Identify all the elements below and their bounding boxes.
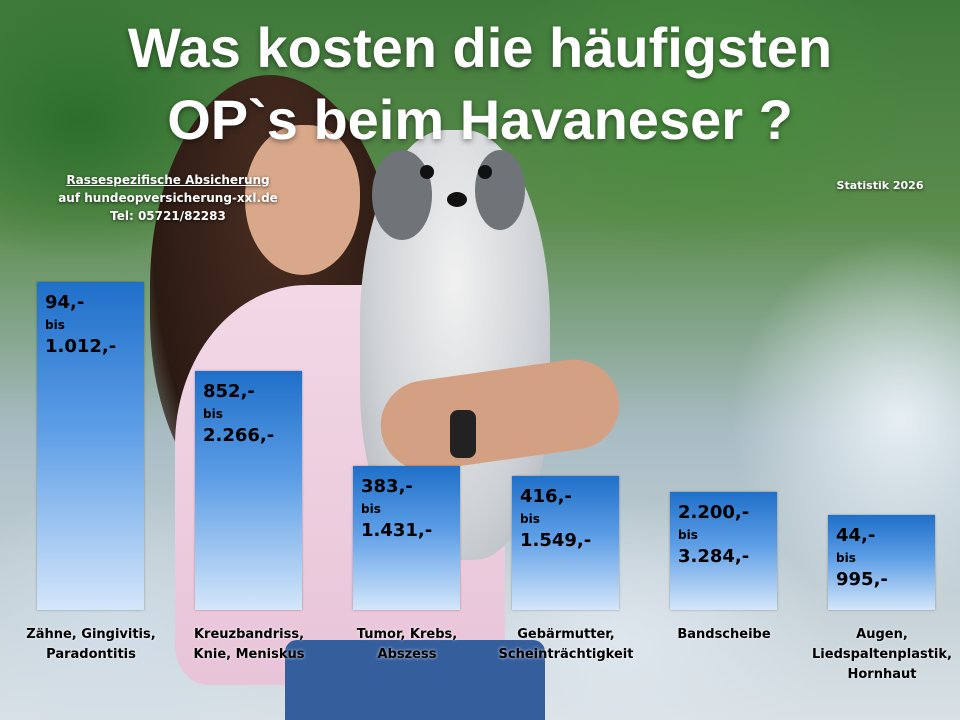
bar-min-value: 2.200,- [678,502,750,523]
bar-max-value: 1.549,- [520,530,592,551]
bar-max-value: 3.284,- [678,546,750,567]
woman-jeans [285,640,545,720]
bar-max-value: 1.012,- [45,336,117,357]
bar-bis-label: bis [678,528,698,542]
category-label-2: Kreuzbandriss, Knie, Meniskus [193,627,305,662]
bar-2: 852,- bis 2.266,- [195,371,302,610]
smartwatch [450,410,476,458]
bar-min-value: 416,- [520,486,572,507]
bar-bis-label: bis [361,502,381,516]
bar-min-value: 383,- [361,476,413,497]
bar-min-value: 94,- [45,292,85,313]
bar-max-value: 2.266,- [203,425,275,446]
bar-max-value: 995,- [836,569,888,590]
bar-4: 416,- bis 1.549,- [512,476,619,610]
bar-bis-label: bis [203,407,223,421]
info-website: auf hundeopversicherung-xxl.de [58,191,278,205]
bar-min-value: 852,- [203,381,255,402]
info-block: Rassespezifische Absicherung auf hundeop… [18,171,318,225]
dog-eye-left [420,165,434,179]
woman-face [245,125,360,275]
bar-label-group: 2.200,- bis 3.284,- [678,502,749,568]
bar-6: 44,- bis 995,- [828,515,935,610]
bar-label-group: 44,- bis 995,- [836,525,888,591]
bar-1: 94,- bis 1.012,- [37,282,144,610]
title-line-1: Was kosten die häufigsten [127,16,833,79]
info-line-1: Rassespezifische Absicherung [66,173,270,187]
category-label-4: Gebärmutter, Scheinträchtigkeit [498,627,634,662]
info-phone: Tel: 05721/82283 [110,209,226,223]
category-label-1: Zähne, Gingivitis, Paradontitis [26,627,156,662]
dog-ear-right [475,150,525,230]
bar-label-group: 852,- bis 2.266,- [203,381,274,447]
bar-bis-label: bis [520,512,540,526]
category-label-3: Tumor, Krebs, Abszess [356,627,458,662]
dog-eye-right [478,165,492,179]
bar-min-value: 44,- [836,525,876,546]
bar-max-value: 1.431,- [361,520,433,541]
category-label-5: Bandscheibe [677,627,771,642]
bar-label-group: 383,- bis 1.431,- [361,476,432,542]
bar-label-group: 416,- bis 1.549,- [520,486,591,552]
title-line-2: OP`s beim Havaneser ? [167,88,793,151]
statistik-label: Statistik 2026 [836,179,924,192]
bar-bis-label: bis [836,551,856,565]
bar-5: 2.200,- bis 3.284,- [670,492,777,610]
dog-ear-left [372,150,432,240]
bar-bis-label: bis [45,318,65,332]
bar-3: 383,- bis 1.431,- [353,466,460,610]
bar-label-group: 94,- bis 1.012,- [45,292,116,358]
category-label-6: Augen, Liedspaltenplastik, Hornhaut [812,627,952,682]
dog-nose [447,192,467,207]
